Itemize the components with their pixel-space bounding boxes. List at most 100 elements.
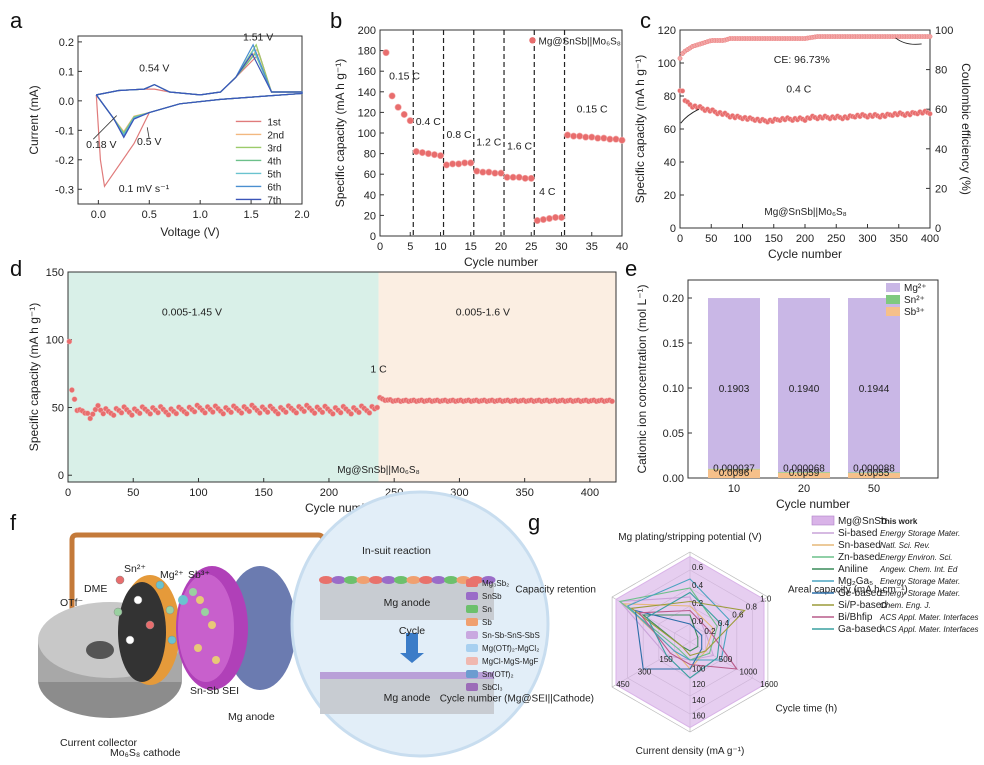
anode-block-top xyxy=(320,582,494,620)
data-point xyxy=(155,409,161,416)
x-axis-title: Cycle number xyxy=(464,255,538,269)
x-tick-label: 0 xyxy=(377,241,383,253)
solvent-molecule xyxy=(115,575,125,585)
data-point xyxy=(588,133,596,141)
data-point xyxy=(388,92,396,100)
legend-label: Sb xyxy=(482,618,492,627)
surface-particle xyxy=(481,576,496,584)
data-point xyxy=(551,213,559,221)
data-point xyxy=(275,410,281,417)
data-point xyxy=(545,214,553,222)
y-tick-label: 160 xyxy=(358,66,376,78)
x-tick-label: 50 xyxy=(868,483,880,495)
legend-label: 6th xyxy=(267,182,281,193)
sei-layer xyxy=(320,672,494,679)
bubble-label: Mg anode xyxy=(384,692,431,704)
data-point xyxy=(220,410,227,417)
legend-name: Mg@SnSb xyxy=(838,516,887,527)
y-tick-label: 40 xyxy=(664,157,676,169)
y-tick-label: 20 xyxy=(364,210,376,222)
data-point xyxy=(467,159,475,167)
radar-tick-label: 1000 xyxy=(740,667,758,676)
schematic-label: DME xyxy=(84,583,107,595)
anode-block-bottom xyxy=(320,678,494,714)
ion-on-sei xyxy=(201,608,209,616)
legend-label: 2nd xyxy=(267,130,284,141)
annotation: Mg@SnSb||Mo₆S₈ xyxy=(337,465,419,476)
y-tick-label-right: 60 xyxy=(935,104,947,116)
data-point xyxy=(66,338,73,345)
surface-particle xyxy=(406,576,421,584)
x-tick-label: 20 xyxy=(798,483,810,495)
y-tick-label-right: 100 xyxy=(935,25,953,37)
y-tick-label: 0.15 xyxy=(663,338,684,350)
surface-particle xyxy=(319,576,333,584)
data-point xyxy=(348,411,354,417)
legend-ref: Energy Storage Mater. xyxy=(880,589,960,598)
y-tick-label: 80 xyxy=(664,91,676,103)
radar-tick-label: 120 xyxy=(692,680,706,689)
legend-label: 7th xyxy=(267,195,281,206)
x-tick-label: 250 xyxy=(827,233,845,245)
data-point xyxy=(136,410,143,417)
legend-marker xyxy=(529,37,536,44)
x-tick-label: 0 xyxy=(65,487,71,499)
y-tick-label-right: 20 xyxy=(935,183,947,195)
y-tick-label: 0.00 xyxy=(663,473,684,485)
data-point xyxy=(412,148,420,156)
capacity-point xyxy=(679,88,686,94)
rate-label: 4 C xyxy=(539,186,556,198)
annotation-arrow xyxy=(680,108,699,124)
panel-g-radar: Mg plating/stripping potential (V) Areal … xyxy=(440,515,979,757)
data-point xyxy=(118,409,125,416)
annotation: 0.1 mV s⁻¹ xyxy=(119,183,170,195)
data-point xyxy=(337,409,344,416)
y-tick-label-right: 0 xyxy=(935,223,941,235)
region-label: 0.005-1.6 V xyxy=(456,306,510,318)
data-point xyxy=(366,410,373,416)
y-tick-label: 200 xyxy=(358,25,376,37)
radar-tick-label: 0.2 xyxy=(692,599,704,608)
radar-series-9 xyxy=(646,591,722,679)
y-tick-label: -0.3 xyxy=(55,184,74,196)
legend-swatch xyxy=(886,283,900,292)
data-point xyxy=(238,410,245,416)
bar-sn xyxy=(848,472,900,474)
y-tick-label: 100 xyxy=(658,58,676,70)
y-tick-label: 60 xyxy=(364,169,376,181)
bar-mg xyxy=(778,298,830,473)
data-point xyxy=(374,404,381,411)
bar-sb xyxy=(708,469,760,478)
data-point xyxy=(576,132,584,140)
ce-point xyxy=(927,34,933,39)
cathode-dark xyxy=(118,582,166,682)
data-point xyxy=(582,133,590,141)
bar-sn xyxy=(708,468,760,470)
radar-tick-label: 0.6 xyxy=(732,611,744,620)
panel-letter-g: g xyxy=(528,510,540,535)
legend-name: Si/P-based xyxy=(838,600,887,611)
radar-tick-label: 0.2 xyxy=(704,627,716,636)
radar-axis-label: Cycle number (Mg@SEI||Cathode) xyxy=(440,694,594,705)
surface-particle xyxy=(431,576,446,584)
annotation-arrow xyxy=(146,127,150,140)
mg-ion xyxy=(178,595,188,605)
y-tick-label: 0.10 xyxy=(663,383,684,395)
ion-on-sei xyxy=(208,621,216,629)
data-point xyxy=(394,103,402,111)
schematic-label: Mg anode xyxy=(228,711,275,723)
x-tick-label: 300 xyxy=(858,233,876,245)
y-tick-label-right: 80 xyxy=(935,65,947,77)
data-point xyxy=(430,151,438,159)
legend-ref: Energy Storage Mater. xyxy=(880,577,960,586)
x-tick-label: 50 xyxy=(705,233,717,245)
radar-tick-label: 140 xyxy=(692,696,706,705)
panel-letter-c: c xyxy=(640,8,651,33)
surface-particle xyxy=(369,576,383,584)
y-tick-label: 20 xyxy=(664,190,676,202)
plot-frame xyxy=(379,29,623,237)
x-tick-label: 25 xyxy=(525,241,537,253)
data-point xyxy=(406,117,414,125)
y-tick-label-right: 40 xyxy=(935,144,947,156)
data-point xyxy=(246,408,253,415)
